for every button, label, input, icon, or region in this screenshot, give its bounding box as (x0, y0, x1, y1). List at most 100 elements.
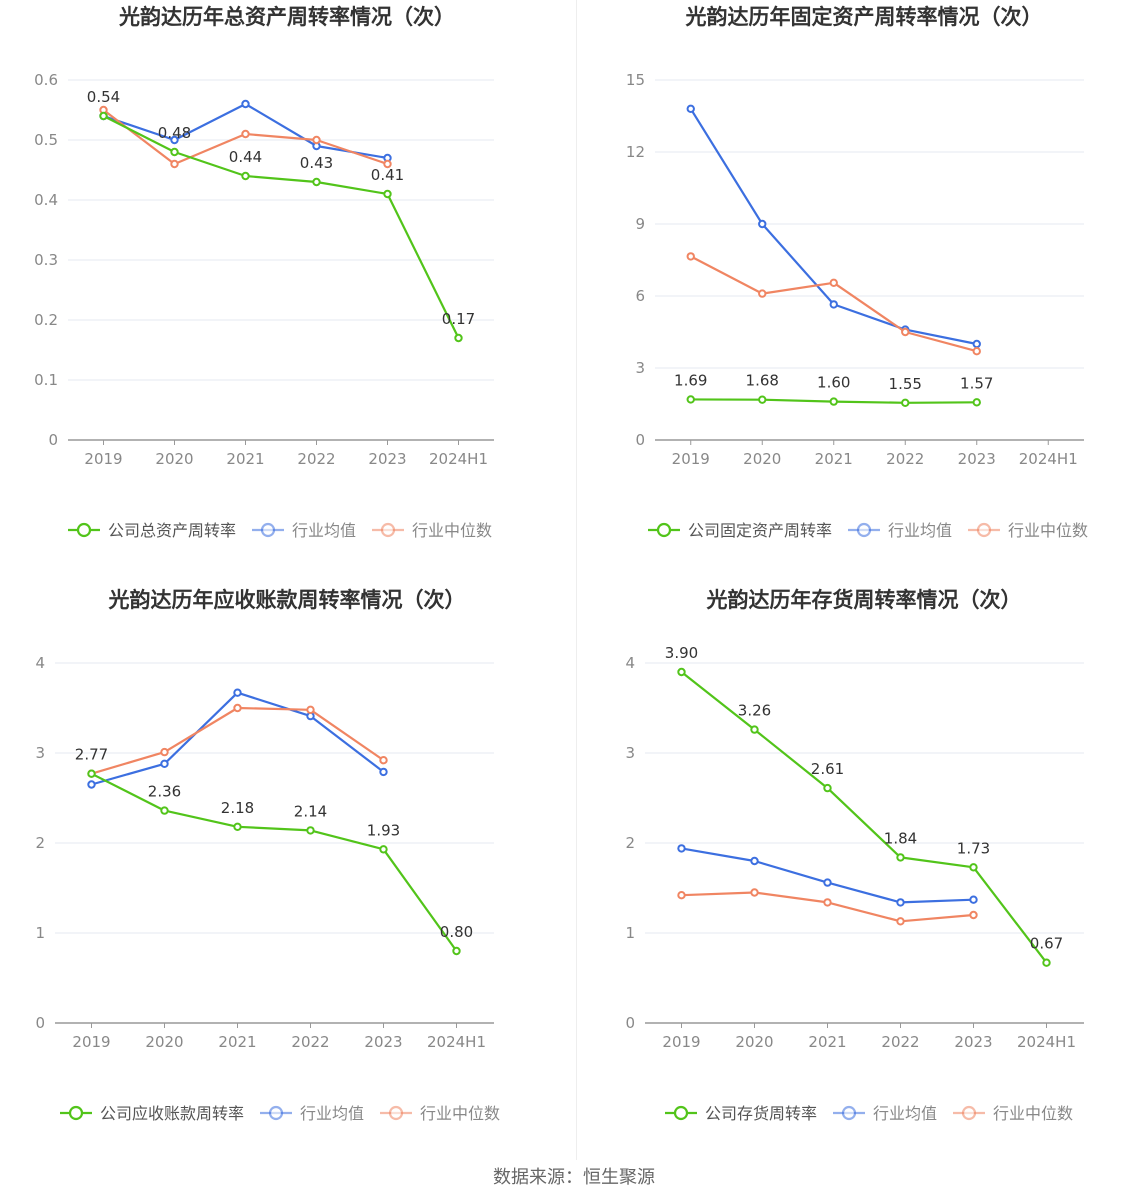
data-point[interactable] (241, 171, 250, 181)
data-point[interactable] (241, 129, 250, 139)
legend-item[interactable]: 行业中位数 (953, 1104, 1073, 1123)
y-tick-label: 2 (35, 834, 45, 852)
data-point[interactable] (160, 806, 169, 815)
data-point[interactable] (758, 395, 767, 404)
data-point[interactable] (160, 759, 169, 768)
series-line (91, 772, 458, 952)
data-label: 1.68 (746, 372, 779, 390)
data-point[interactable] (901, 398, 910, 407)
data-point[interactable] (969, 863, 978, 872)
data-point[interactable] (306, 705, 315, 714)
data-point[interactable] (312, 177, 321, 187)
data-point[interactable] (99, 111, 108, 121)
data-point[interactable] (686, 252, 695, 261)
x-tick-label: 2020 (155, 450, 193, 468)
data-label: 2.18 (221, 799, 254, 817)
y-tick-label: 0 (635, 431, 645, 449)
legend-item[interactable]: 行业中位数 (968, 521, 1088, 540)
data-point[interactable] (750, 888, 759, 897)
legend-item[interactable]: 公司固定资产周转率 (648, 521, 832, 540)
data-point[interactable] (1042, 958, 1051, 967)
legend-item[interactable]: 行业均值 (260, 1104, 364, 1123)
x-tick-label: 2023 (954, 1033, 992, 1051)
legend-label: 行业均值 (873, 1104, 937, 1123)
data-point[interactable] (160, 747, 169, 757)
legend-label: 行业中位数 (420, 1104, 500, 1123)
data-point[interactable] (233, 822, 242, 831)
data-point[interactable] (170, 159, 179, 169)
data-label: 0.48 (158, 124, 191, 142)
data-point[interactable] (829, 300, 838, 309)
data-point[interactable] (454, 333, 463, 343)
x-tick-label: 2019 (672, 450, 710, 468)
data-label: 1.73 (957, 839, 990, 857)
data-point[interactable] (750, 856, 759, 866)
legend-marker-icon (388, 1105, 404, 1121)
y-tick-label: 3 (625, 744, 635, 762)
data-point[interactable] (758, 289, 767, 298)
y-tick-label: 0.5 (34, 131, 58, 149)
data-point[interactable] (823, 783, 832, 793)
data-point[interactable] (969, 910, 978, 920)
data-point[interactable] (312, 135, 321, 145)
data-point[interactable] (750, 725, 759, 734)
y-tick-label: 0 (35, 1014, 45, 1032)
data-label: 0.54 (87, 88, 120, 106)
data-point[interactable] (896, 917, 905, 926)
data-point[interactable] (452, 946, 461, 956)
data-point[interactable] (829, 397, 838, 406)
data-point[interactable] (829, 278, 838, 287)
data-point[interactable] (87, 780, 96, 789)
data-point[interactable] (241, 99, 250, 109)
legend-item[interactable]: 行业中位数 (380, 1104, 500, 1123)
data-point[interactable] (383, 189, 392, 199)
data-point[interactable] (686, 395, 695, 404)
data-point[interactable] (969, 895, 978, 904)
y-tick-label: 6 (635, 287, 645, 305)
data-point[interactable] (758, 219, 767, 229)
data-point[interactable] (233, 688, 242, 697)
y-tick-label: 9 (635, 215, 645, 233)
legend-item[interactable]: 公司应收账款周转率 (60, 1104, 244, 1123)
data-point[interactable] (901, 327, 910, 337)
data-point[interactable] (306, 826, 315, 835)
data-point[interactable] (379, 756, 388, 765)
data-point[interactable] (677, 844, 686, 853)
series-line (681, 891, 974, 923)
data-point[interactable] (896, 853, 905, 862)
y-tick-label: 0.6 (34, 71, 58, 89)
panel-divider (576, 0, 577, 1160)
legend-marker-icon (260, 522, 276, 538)
legend-marker-icon (268, 1105, 284, 1121)
chart-title: 光韵达历年存货周转率情况（次） (706, 588, 1022, 612)
data-point[interactable] (379, 845, 388, 854)
data-point[interactable] (379, 767, 388, 777)
data-point[interactable] (972, 398, 981, 407)
data-point[interactable] (896, 898, 905, 907)
data-point[interactable] (233, 703, 242, 713)
data-point[interactable] (170, 135, 179, 145)
data-point[interactable] (823, 898, 832, 907)
legend-item[interactable]: 公司总资产周转率 (68, 521, 236, 540)
data-point[interactable] (972, 339, 981, 349)
legend-item[interactable]: 行业均值 (833, 1104, 937, 1123)
x-tick-label: 2020 (145, 1033, 183, 1051)
legend-item[interactable]: 行业均值 (252, 521, 356, 540)
chart-svg: 光韵达历年总资产周转率情况（次） 0 0.1 0.2 0.3 0.4 0.5 0.6 2019 2… (34, 5, 494, 540)
legend-item[interactable]: 行业中位数 (372, 521, 492, 540)
data-point[interactable] (170, 147, 179, 157)
series-line (103, 115, 460, 339)
y-tick-label: 3 (35, 744, 45, 762)
data-point[interactable] (87, 769, 96, 778)
legend-marker-icon (856, 522, 872, 538)
data-point[interactable] (677, 891, 686, 900)
data-label: 0.44 (229, 148, 262, 166)
data-point[interactable] (686, 104, 695, 114)
legend-item[interactable]: 行业均值 (848, 521, 952, 540)
legend-item[interactable]: 公司存货周转率 (665, 1104, 817, 1123)
data-point[interactable] (823, 878, 832, 887)
data-label: 2.61 (811, 760, 844, 778)
data-point[interactable] (383, 159, 392, 169)
data-point[interactable] (972, 347, 981, 356)
data-point[interactable] (677, 667, 686, 677)
